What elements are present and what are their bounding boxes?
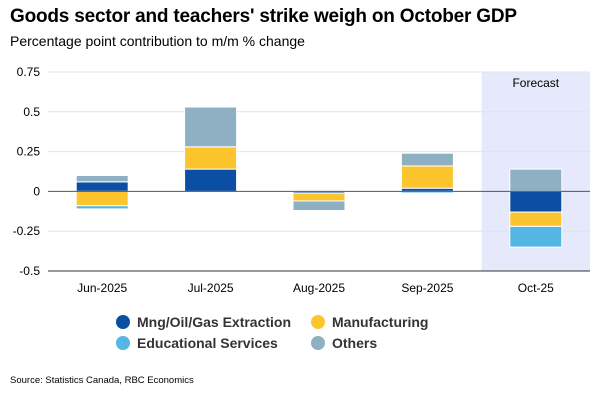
forecast-label: Forecast [512, 76, 559, 90]
bar-segment [75, 174, 129, 183]
bar-segment [75, 181, 129, 192]
bar-segment [509, 211, 563, 227]
legend-label-educational-services: Educational Services [137, 335, 278, 351]
y-tick-label: 0.75 [17, 65, 41, 79]
bar-segment [184, 146, 238, 170]
y-tick-label: 0 [33, 184, 40, 198]
legend-item-others: Others [311, 334, 491, 352]
legend-label-others: Others [332, 335, 378, 351]
legend-item-mining: Mng/Oil/Gas Extraction [116, 313, 311, 331]
chart-legend: Mng/Oil/Gas Extraction Manufacturing Edu… [116, 313, 491, 352]
legend-item-educational-services: Educational Services [116, 334, 311, 352]
chart-title: Goods sector and teachers' strike weigh … [10, 6, 517, 27]
x-tick-label: Sep-2025 [401, 281, 453, 295]
legend-swatch-others [311, 336, 325, 350]
legend-label-manufacturing: Manufacturing [332, 314, 429, 330]
bar-segment [184, 168, 238, 192]
bar-segment [292, 192, 346, 202]
x-tick-label: Oct-25 [518, 281, 554, 295]
bar-segment [509, 168, 563, 192]
y-tick-label: -0.25 [13, 224, 41, 238]
bar-segment [184, 106, 238, 148]
bar-segment [75, 205, 129, 210]
bar-segment [509, 225, 563, 248]
bar-segment [509, 190, 563, 213]
x-tick-label: Aug-2025 [293, 281, 345, 295]
legend-swatch-educational-services [116, 336, 130, 350]
bar-segment [400, 152, 454, 167]
legend-swatch-mining [116, 315, 130, 329]
chart-subtitle: Percentage point contribution to m/m % c… [10, 33, 305, 49]
legend-label-mining: Mng/Oil/Gas Extraction [137, 314, 292, 330]
bar-segment [75, 190, 129, 207]
legend-item-manufacturing: Manufacturing [311, 313, 491, 331]
y-tick-label: -0.5 [19, 264, 40, 278]
legend-swatch-manufacturing [311, 315, 325, 329]
y-tick-label: 0.5 [23, 105, 40, 119]
x-tick-label: Jun-2025 [77, 281, 127, 295]
source-note: Source: Statistics Canada, RBC Economics [10, 375, 194, 386]
y-tick-label: 0.25 [17, 145, 41, 159]
bar-segment [400, 165, 454, 189]
x-tick-label: Jul-2025 [188, 281, 234, 295]
bar-segment [292, 200, 346, 212]
